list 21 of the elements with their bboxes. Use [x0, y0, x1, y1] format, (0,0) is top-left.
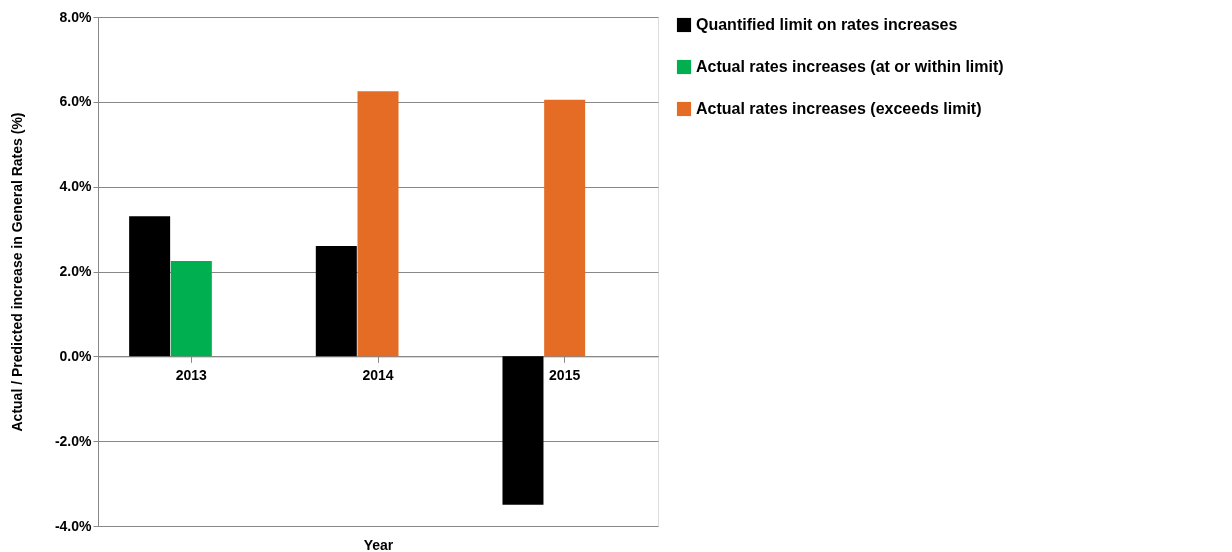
y-tick-label: -2.0% [54, 432, 93, 449]
x-axis-title: Year [363, 536, 394, 552]
y-tick-label: 6.0% [59, 93, 93, 110]
y-axis-title: Actual / Predicted increase in General Rates (%) [8, 112, 25, 432]
x-tick-label: 2013 [175, 366, 208, 383]
bar [129, 216, 171, 357]
bar [357, 91, 399, 357]
y-tick-label: -4.0% [54, 517, 93, 534]
x-tick-label: 2015 [549, 366, 581, 383]
bar [170, 260, 212, 357]
x-tick-label: 2014 [362, 366, 394, 383]
bar [315, 246, 357, 357]
bar [544, 99, 586, 357]
legend-label: Actual rates increases (at or within limit) [696, 58, 1004, 75]
legend-label: Quantified limit on rates increases [696, 16, 958, 33]
y-tick-label: 0.0% [59, 347, 93, 364]
y-tick-label: 4.0% [59, 178, 93, 195]
y-tick-label: 2.0% [59, 263, 93, 279]
y-tick-label: 8.0% [59, 8, 93, 25]
bar [502, 356, 544, 505]
legend-label: Actual rates increases (exceeds limit) [696, 100, 982, 117]
